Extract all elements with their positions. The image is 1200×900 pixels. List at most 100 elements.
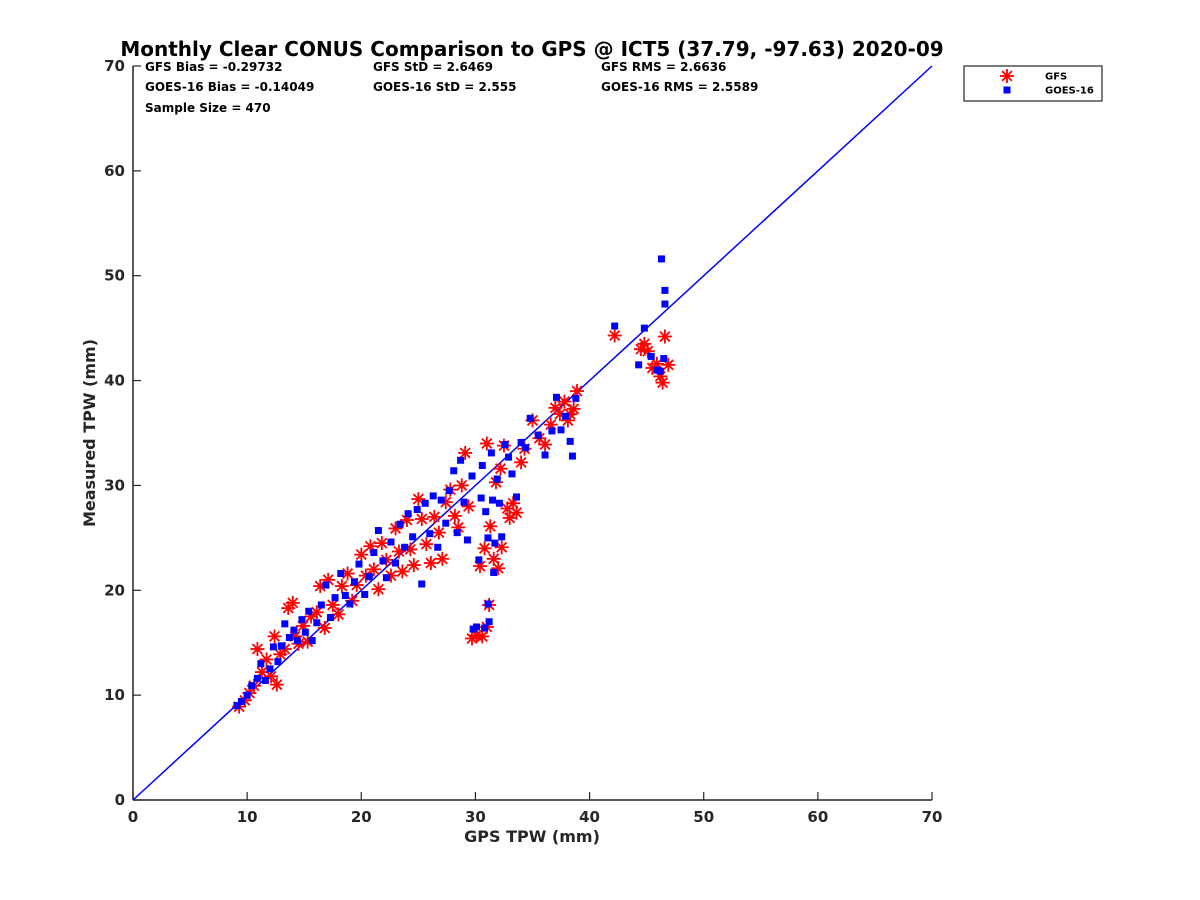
data-point bbox=[370, 549, 378, 557]
data-point bbox=[404, 510, 412, 518]
data-point bbox=[457, 456, 465, 464]
data-point bbox=[498, 533, 506, 541]
data-point bbox=[350, 578, 358, 586]
data-point bbox=[442, 519, 450, 527]
data-point bbox=[392, 559, 400, 567]
data-point bbox=[607, 328, 622, 343]
x-tick-label: 0 bbox=[128, 808, 138, 826]
data-point bbox=[365, 573, 373, 581]
data-point bbox=[661, 286, 669, 294]
data-point bbox=[487, 449, 495, 457]
data-point bbox=[485, 618, 493, 626]
data-point bbox=[435, 551, 450, 566]
y-tick-label: 30 bbox=[104, 476, 125, 494]
data-point bbox=[414, 511, 429, 526]
legend-label: GOES-16 bbox=[1045, 86, 1094, 97]
x-tick-label: 20 bbox=[351, 808, 372, 826]
data-point bbox=[308, 637, 316, 645]
data-point bbox=[423, 556, 438, 571]
y-tick-label: 0 bbox=[115, 791, 125, 809]
data-point bbox=[611, 322, 619, 330]
legend-marker bbox=[1003, 86, 1011, 94]
data-point bbox=[313, 619, 321, 627]
stat-label: GOES-16 StD = 2.555 bbox=[373, 80, 516, 94]
stat-label: GFS StD = 2.6469 bbox=[373, 60, 493, 74]
data-point bbox=[346, 600, 354, 608]
data-point bbox=[325, 597, 340, 612]
data-point bbox=[514, 455, 529, 470]
data-point bbox=[566, 437, 574, 445]
data-point bbox=[478, 462, 486, 470]
data-point bbox=[274, 658, 282, 666]
data-point bbox=[237, 697, 245, 705]
x-tick-label: 10 bbox=[237, 808, 258, 826]
y-axis-label: Measured TPW (mm) bbox=[80, 339, 99, 527]
data-point bbox=[490, 568, 498, 576]
data-point bbox=[568, 452, 576, 460]
data-point bbox=[290, 626, 298, 634]
legend-marker bbox=[1000, 69, 1014, 83]
data-point bbox=[322, 581, 330, 589]
data-point bbox=[484, 534, 492, 542]
plot-axes: 0 10 20 30 40 50 60 70 0 10 20 30 40 50 60 70 bbox=[104, 57, 942, 826]
data-point bbox=[285, 633, 293, 641]
data-point bbox=[463, 536, 471, 544]
data-point bbox=[473, 623, 481, 631]
data-point bbox=[445, 487, 453, 495]
data-point bbox=[409, 533, 417, 541]
x-tick-label: 40 bbox=[579, 808, 600, 826]
data-point bbox=[281, 620, 289, 628]
data-point bbox=[517, 438, 525, 446]
data-point bbox=[317, 601, 325, 609]
x-tick-label: 60 bbox=[807, 808, 828, 826]
x-tick-label: 50 bbox=[693, 808, 714, 826]
data-point bbox=[429, 492, 437, 500]
data-point bbox=[460, 498, 468, 506]
data-point bbox=[548, 427, 556, 435]
data-point bbox=[526, 414, 534, 422]
y-tick-label: 20 bbox=[104, 581, 125, 599]
x-axis-label: GPS TPW (mm) bbox=[464, 827, 600, 846]
data-point bbox=[656, 367, 664, 375]
data-point bbox=[572, 394, 580, 402]
data-point bbox=[640, 324, 648, 332]
data-point bbox=[468, 472, 476, 480]
data-point bbox=[522, 444, 530, 452]
data-point bbox=[491, 539, 499, 547]
data-point bbox=[317, 621, 332, 636]
data-point bbox=[269, 643, 277, 651]
legend-box bbox=[963, 65, 1103, 102]
data-point bbox=[434, 543, 442, 551]
data-point bbox=[489, 496, 497, 504]
data-point bbox=[337, 570, 345, 578]
data-point bbox=[366, 562, 381, 577]
data-point bbox=[562, 412, 570, 420]
data-point bbox=[401, 543, 409, 551]
data-point bbox=[355, 560, 363, 568]
data-point bbox=[419, 537, 434, 552]
data-point bbox=[395, 564, 410, 579]
data-point bbox=[427, 509, 442, 524]
data-point bbox=[454, 478, 469, 493]
gfs-series bbox=[232, 328, 676, 714]
data-point bbox=[293, 637, 301, 645]
data-point bbox=[233, 702, 241, 710]
data-point bbox=[406, 558, 421, 573]
stat-label: GOES-16 Bias = -0.14049 bbox=[145, 80, 314, 94]
y-tick-label: 40 bbox=[104, 372, 125, 390]
data-point bbox=[657, 255, 665, 263]
data-point bbox=[483, 519, 498, 534]
data-point bbox=[513, 493, 521, 501]
data-point bbox=[361, 590, 369, 598]
data-point bbox=[379, 557, 387, 565]
data-point bbox=[505, 453, 513, 461]
data-point bbox=[354, 547, 369, 562]
data-point bbox=[411, 492, 426, 507]
data-point bbox=[477, 541, 492, 556]
data-point bbox=[657, 329, 672, 344]
data-point bbox=[261, 676, 269, 684]
stat-label: GFS RMS = 2.6636 bbox=[601, 60, 726, 74]
data-point bbox=[548, 400, 563, 415]
data-point bbox=[557, 426, 565, 434]
